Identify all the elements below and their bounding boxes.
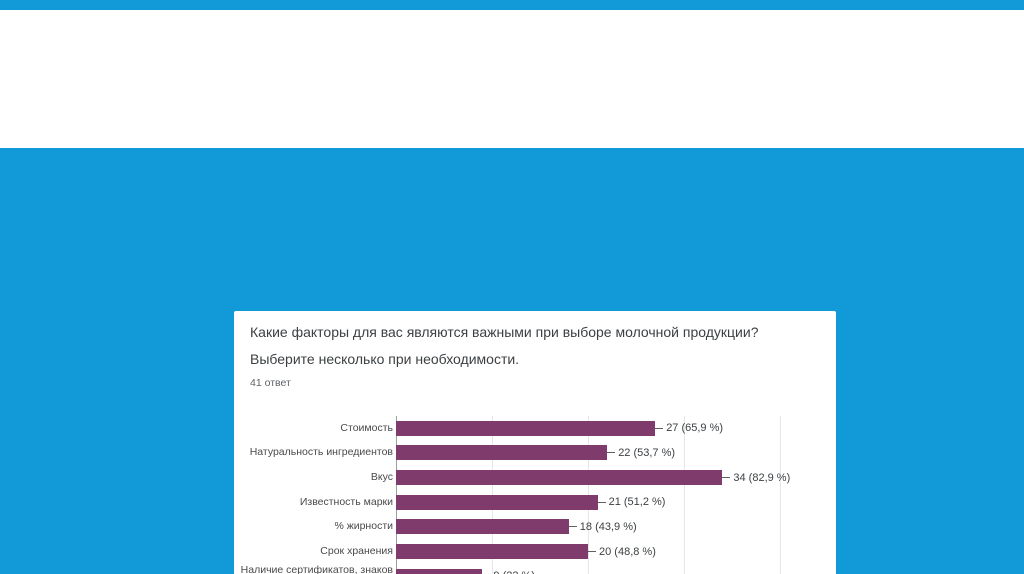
value-connector — [655, 427, 664, 429]
chart-row: Натуральность ингредиентов 22 (53,7 %) — [234, 441, 780, 466]
bar — [396, 470, 723, 486]
category-label: Стоимость — [340, 421, 393, 434]
category-label: Срок хранения — [320, 545, 393, 558]
value-label: 22 (53,7 %) — [618, 446, 676, 459]
category-label: % жирности — [334, 520, 393, 533]
chart-row: Вкус 34 (82,9 %) — [234, 465, 790, 490]
slide-header-band — [0, 10, 1024, 148]
value-connector — [588, 551, 596, 553]
value-connector — [722, 477, 731, 479]
bar-track: 20 (48,8 %) — [396, 539, 780, 564]
bar — [396, 519, 569, 535]
slide-top-accent-strip — [0, 0, 1024, 10]
value-label: 27 (65,9 %) — [666, 422, 724, 435]
question-title: Какие факторы для вас являются важными п… — [250, 324, 759, 367]
value-label: 9 (22 %) — [493, 570, 535, 574]
bar — [396, 544, 588, 560]
bar — [396, 420, 656, 436]
bar-track: 9 (22 %) — [396, 564, 780, 574]
survey-result-card: Какие факторы для вас являются важными п… — [234, 311, 836, 574]
gridline — [684, 416, 685, 574]
chart-plot-area: Стоимость 27 (65,9 %) Натуральность ингред… — [234, 416, 790, 574]
value-label: 18 (43,9 %) — [579, 520, 637, 533]
responses-count: 41 ответ — [250, 377, 291, 389]
chart-row: % жирности 18 (43,9 %) — [234, 515, 780, 540]
slide-background: Какие факторы для вас являются важными п… — [0, 148, 1024, 574]
value-connector — [597, 501, 606, 503]
chart-row: Известность марки 21 (51,2 %) — [234, 490, 780, 515]
bar — [396, 494, 598, 510]
value-connector — [607, 452, 616, 454]
category-label: Известность марки — [299, 495, 393, 508]
bar-track: 18 (43,9 %) — [396, 515, 780, 540]
bar — [396, 568, 483, 574]
bar-track: 27 (65,9 %) — [396, 416, 780, 441]
chart-row: Стоимость 27 (65,9 %) — [234, 416, 780, 441]
value-label: 21 (51,2 %) — [608, 496, 666, 509]
bar-track: 22 (53,7 %) — [396, 441, 780, 466]
value-label: 34 (82,9 %) — [733, 471, 791, 484]
category-label: Наличие сертификатов, знаков качества, .… — [240, 564, 393, 574]
value-connector — [568, 526, 577, 528]
bar-track: 21 (51,2 %) — [396, 490, 780, 515]
category-label: Вкус — [370, 471, 393, 484]
chart-row: Наличие сертификатов, знаков качества, .… — [234, 564, 780, 574]
bar-track: 34 (82,9 %) — [396, 465, 790, 490]
bar — [396, 445, 608, 461]
value-label: 20 (48,8 %) — [599, 545, 656, 558]
category-label: Натуральность ингредиентов — [249, 446, 393, 459]
gridline — [780, 416, 781, 574]
chart-row: Срок хранения 20 (48,8 %) — [234, 539, 780, 564]
chart-rows: Стоимость 27 (65,9 %) Натуральность ингред… — [234, 416, 790, 574]
bar-chart: Стоимость 27 (65,9 %) Натуральность ингред… — [234, 416, 836, 574]
